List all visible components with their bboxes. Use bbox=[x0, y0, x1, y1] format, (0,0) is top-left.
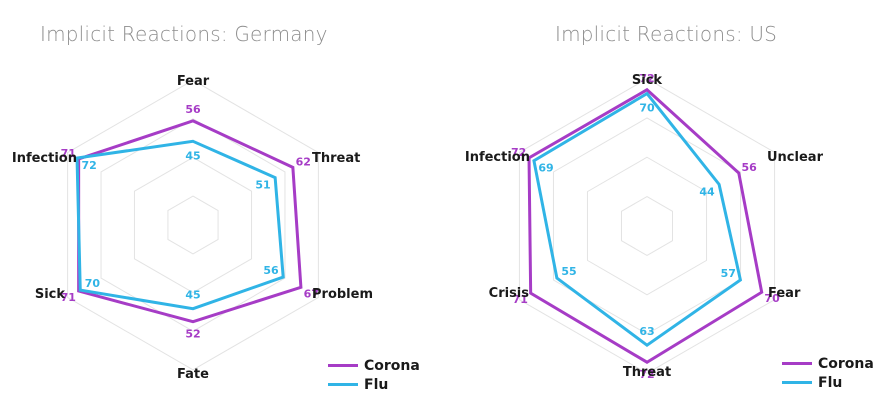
grid-ring bbox=[133, 156, 253, 294]
radar-plot: 56 62 67 52 71 71 45 51 56 45 70 72 Fear Threat Proble… bbox=[12, 74, 373, 382]
axis-label: Unclear bbox=[767, 150, 824, 165]
legend-swatch-corona bbox=[328, 364, 358, 367]
axis-label: Infection bbox=[465, 150, 530, 165]
data-label-flu: 55 bbox=[561, 265, 576, 278]
legend-item-flu: Flu bbox=[328, 375, 420, 394]
data-label-corona: 70 bbox=[764, 292, 780, 305]
legend-swatch-flu bbox=[328, 383, 358, 386]
data-label-corona: 56 bbox=[185, 103, 201, 116]
data-label-corona: 56 bbox=[741, 161, 757, 174]
data-label-flu: 57 bbox=[721, 267, 736, 280]
series-line-flu bbox=[532, 91, 743, 348]
data-label-flu: 72 bbox=[82, 159, 97, 172]
data-label-corona: 72 bbox=[511, 146, 526, 159]
data-label-flu: 70 bbox=[85, 277, 101, 290]
radar-plot: 72 56 70 72 71 72 70 44 57 63 55 69 Sick Unclear Fear T… bbox=[465, 72, 824, 381]
legend: Corona Flu bbox=[328, 356, 420, 394]
axis-label: Sick bbox=[35, 287, 66, 302]
legend-item-corona: Corona bbox=[782, 354, 874, 373]
data-label-corona: 71 bbox=[61, 147, 76, 160]
legend-item-flu: Flu bbox=[782, 373, 874, 392]
legend-label: Corona bbox=[818, 355, 874, 372]
grid-ring bbox=[620, 195, 674, 257]
legend: Corona Flu bbox=[782, 354, 874, 392]
data-label-flu: 56 bbox=[263, 264, 279, 277]
data-label-corona: 72 bbox=[639, 368, 654, 381]
radar-chart-germany: Implicit Reactions: Germany 56 62 67 52 71 71… bbox=[12, 22, 420, 394]
grid-ring bbox=[586, 156, 708, 296]
axis-label: Threat bbox=[623, 365, 671, 380]
legend-item-corona: Corona bbox=[328, 356, 420, 375]
legend-label: Flu bbox=[364, 376, 389, 393]
data-label-flu: 45 bbox=[185, 289, 200, 302]
legend-label: Flu bbox=[818, 374, 843, 391]
grid-ring bbox=[518, 78, 776, 374]
data-label-corona: 71 bbox=[61, 291, 76, 304]
grid-ring bbox=[100, 118, 286, 332]
axis-label: Crisis bbox=[489, 286, 530, 301]
grid-ring bbox=[67, 79, 319, 371]
series-line-corona bbox=[527, 87, 764, 364]
series-line-flu bbox=[75, 139, 285, 311]
grid-ring bbox=[167, 195, 219, 255]
axis-label: Fate bbox=[177, 367, 209, 382]
data-label-corona: 71 bbox=[513, 293, 528, 306]
data-label-flu: 69 bbox=[538, 162, 553, 175]
data-label-flu: 44 bbox=[699, 185, 715, 198]
data-label-flu: 70 bbox=[639, 102, 655, 115]
data-label-flu: 63 bbox=[639, 325, 654, 338]
data-label-corona: 52 bbox=[185, 328, 200, 341]
data-label-corona: 62 bbox=[296, 155, 311, 168]
chart-title: Implicit Reactions: US bbox=[555, 22, 778, 46]
legend-swatch-flu bbox=[782, 381, 812, 384]
axis-label: Infection bbox=[12, 151, 77, 166]
radar-chart-us: Implicit Reactions: US 72 56 70 72 71 72 70 44 5… bbox=[440, 0, 880, 420]
chart-title: Implicit Reactions: Germany bbox=[40, 22, 328, 46]
axis-label: Threat bbox=[312, 151, 360, 166]
data-label-corona: 72 bbox=[639, 72, 654, 85]
axis-label: Sick bbox=[632, 73, 663, 88]
grid-ring bbox=[552, 117, 742, 335]
axis-label: Fear bbox=[768, 286, 801, 301]
data-label-corona: 67 bbox=[304, 287, 319, 300]
axis-label: Problem bbox=[312, 287, 373, 302]
data-label-flu: 51 bbox=[255, 179, 270, 192]
data-label-flu: 45 bbox=[185, 149, 200, 162]
legend-label: Corona bbox=[364, 357, 420, 374]
legend-swatch-corona bbox=[782, 362, 812, 365]
axis-label: Fear bbox=[177, 74, 210, 89]
